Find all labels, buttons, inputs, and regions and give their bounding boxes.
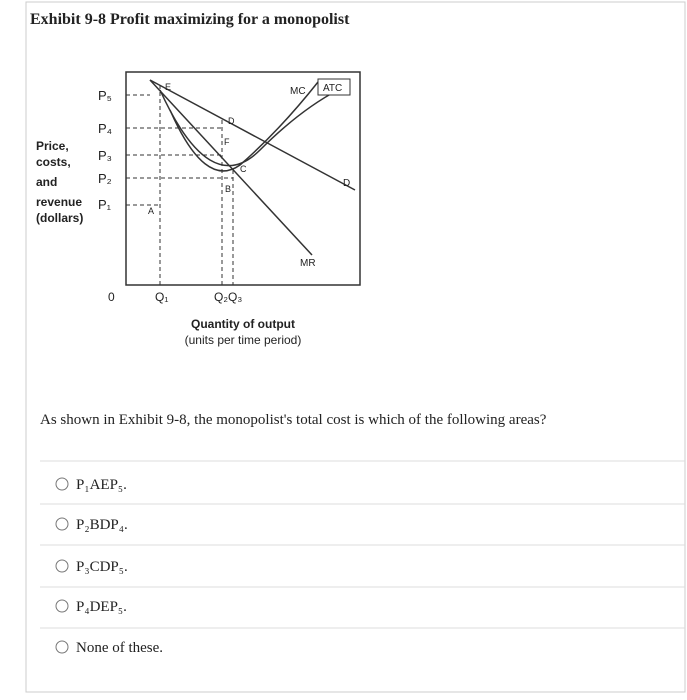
- point-label: D: [228, 116, 235, 126]
- point-label: F: [224, 137, 230, 147]
- mc-label: MC: [290, 86, 306, 97]
- option-text[interactable]: P₃CDP₅.: [76, 559, 128, 575]
- point-label: C: [240, 164, 247, 174]
- frame: [25, 1, 686, 693]
- y-label-line: (dollars): [36, 211, 83, 225]
- radio[interactable]: [55, 517, 69, 531]
- radio[interactable]: [55, 477, 69, 491]
- mr-curve: [149, 79, 313, 256]
- y-axis-label: Price, costs, and revenue (dollars): [36, 139, 83, 225]
- y-label-line: costs,: [36, 155, 71, 169]
- x-label-line: (units per time period): [185, 333, 302, 347]
- mr-label: MR: [300, 258, 316, 269]
- price-label: P₂: [98, 171, 112, 186]
- options[interactable]: P₁AEP₅. P₂BDP₄. P₃CDP₅. P₄DEP₅. None of …: [40, 460, 685, 656]
- radio[interactable]: [55, 599, 69, 613]
- guide-lines: [126, 85, 234, 285]
- option-text[interactable]: P₂BDP₄.: [76, 517, 128, 533]
- y-label-line: revenue: [36, 195, 82, 209]
- demand-curve: [149, 79, 356, 191]
- y-label-line: Price,: [36, 139, 69, 153]
- option-text[interactable]: P₄DEP₅.: [76, 599, 127, 615]
- x-label-line: Quantity of output: [191, 317, 295, 331]
- d-label: D: [343, 178, 350, 189]
- y-label-line: and: [36, 175, 57, 189]
- origin-label: 0: [108, 290, 115, 304]
- radio[interactable]: [55, 559, 69, 573]
- question: As shown in Exhibit 9-8, the monopolist'…: [40, 412, 547, 428]
- curves: [149, 79, 356, 256]
- option-text[interactable]: P₁AEP₅.: [76, 477, 127, 493]
- radio[interactable]: [55, 640, 69, 654]
- price-label: P₅: [98, 88, 112, 103]
- price-label: P₁: [98, 197, 112, 212]
- mc-curve: [169, 81, 319, 172]
- point-label: B: [225, 184, 231, 194]
- quantity-label: Q₂Q₃: [214, 290, 242, 304]
- title: Exhibit 9-8 Profit maximizing for a mono…: [30, 11, 350, 28]
- x-axis-labels: 0 Q₁ Q₂Q₃ Quantity of output (units per …: [108, 290, 301, 347]
- price-label: P₄: [98, 121, 112, 136]
- curve-labels: MC ATC MR D: [290, 78, 351, 269]
- price-labels: P₅ P₄ P₃ P₂ P₁: [98, 88, 112, 212]
- option-text[interactable]: None of these.: [76, 640, 163, 656]
- point-label: E: [165, 82, 171, 92]
- atc-box: [317, 78, 351, 96]
- quantity-label: Q₁: [155, 290, 168, 304]
- point-label: A: [148, 206, 154, 216]
- plot-box: [125, 71, 361, 286]
- atc-curve: [159, 89, 339, 167]
- point-labels: E D F C B A: [148, 82, 247, 216]
- atc-label: ATC: [323, 83, 342, 94]
- price-label: P₃: [98, 148, 112, 163]
